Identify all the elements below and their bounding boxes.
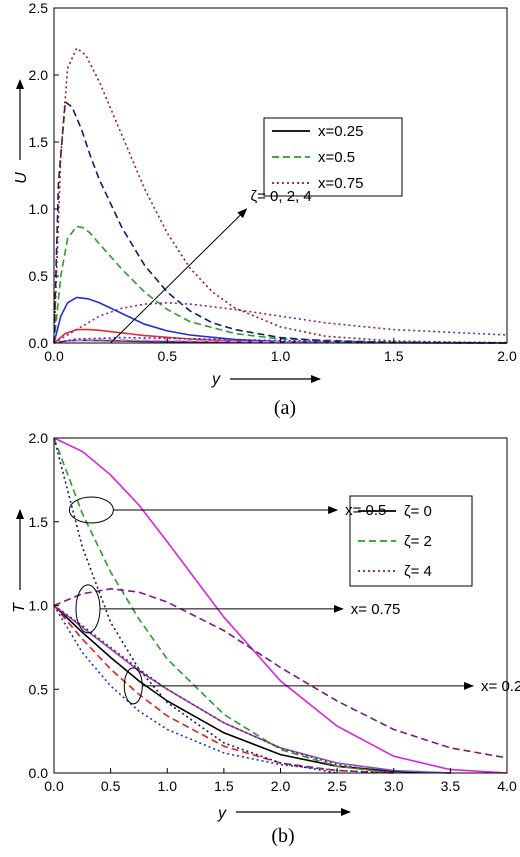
legend-label: ζ= 4 bbox=[404, 563, 432, 580]
y-tick-label: 0.0 bbox=[29, 765, 49, 781]
chart-panel-b: 0.0 0.5 1.0 1.5 2.0 2.5 3.0 3.5 4.0 0.0 0.5 1.0 1.5… bbox=[11, 430, 520, 847]
legend: ζ= 0 ζ= 2 ζ= 4 bbox=[349, 495, 473, 587]
annotation-ellipse bbox=[68, 496, 114, 524]
legend: x=0.25 x=0.5 x=0.75 bbox=[263, 117, 403, 197]
annotation: ζ= 0, 2, 4 bbox=[110, 188, 312, 344]
annotation-label: x= 0.5 bbox=[345, 502, 386, 519]
x-tick-label: 0.5 bbox=[158, 348, 178, 364]
x-axis-ticks: 0.0 0.5 1.0 1.5 2.0 2.5 3.0 3.5 4.0 bbox=[44, 768, 517, 794]
series-group bbox=[53, 46, 508, 344]
x-tick-label: 3.0 bbox=[384, 778, 404, 794]
y-tick-label: 0.0 bbox=[29, 335, 49, 351]
y-axis-ticks: 0.0 0.5 1.0 1.5 2.0 2.5 bbox=[29, 0, 59, 351]
y-tick-label: 1.0 bbox=[29, 201, 49, 217]
series-line-6 bbox=[53, 587, 508, 759]
x-tick-label: 0.0 bbox=[44, 778, 64, 794]
annotation-label: ζ= 0, 2, 4 bbox=[251, 188, 312, 205]
y-tick-label: 2.0 bbox=[29, 430, 49, 446]
series-group bbox=[53, 437, 508, 774]
x-tick-label: 1.5 bbox=[214, 778, 234, 794]
series-line-2 bbox=[53, 296, 508, 344]
series-line-9 bbox=[53, 336, 508, 344]
y-tick-label: 1.0 bbox=[29, 598, 49, 614]
y-axis-ticks: 0.0 0.5 1.0 1.5 2.0 bbox=[29, 430, 59, 781]
series-line-3 bbox=[53, 437, 508, 774]
y-tick-label: 0.5 bbox=[29, 681, 49, 697]
x-axis-label: y bbox=[211, 371, 221, 388]
annotation-ellipse bbox=[123, 667, 143, 705]
x-tick-label: 2.0 bbox=[271, 778, 291, 794]
y-tick-label: 2.0 bbox=[29, 67, 49, 83]
y-axis-label: U bbox=[13, 172, 30, 184]
y-tick-label: 0.5 bbox=[29, 268, 49, 284]
x-axis-label: y bbox=[217, 805, 227, 822]
x-tick-label: 0.5 bbox=[101, 778, 121, 794]
legend-label: x=0.5 bbox=[318, 149, 355, 166]
legend-label: x=0.25 bbox=[318, 123, 363, 140]
annotation-label: x= 0.25 bbox=[481, 678, 520, 695]
y-tick-label: 2.5 bbox=[29, 0, 49, 16]
series-line-6 bbox=[53, 100, 508, 344]
series-line-8 bbox=[53, 437, 338, 774]
y-tick-label: 1.5 bbox=[29, 514, 49, 530]
series-line-5 bbox=[53, 225, 508, 344]
series-line-7 bbox=[53, 46, 508, 344]
panel-caption: (b) bbox=[271, 825, 294, 847]
x-tick-label: 1.0 bbox=[271, 348, 291, 364]
annotation: x= 0.5 x= 0.75 x= 0.25 bbox=[68, 496, 520, 705]
series-line-5 bbox=[53, 437, 394, 774]
chart-panel-a: 0.0 0.5 1.0 1.5 2.0 0.0 0.5 1.0 1.5 2.0 2.5 x=0.2… bbox=[13, 0, 517, 419]
x-tick-label: 2.0 bbox=[497, 348, 517, 364]
y-tick-label: 1.5 bbox=[29, 134, 49, 150]
x-axis-ticks: 0.0 0.5 1.0 1.5 2.0 bbox=[44, 338, 517, 364]
x-tick-label: 1.5 bbox=[384, 348, 404, 364]
x-tick-label: 0.0 bbox=[44, 348, 64, 364]
y-axis-label: T bbox=[11, 602, 28, 613]
series-line-9 bbox=[53, 604, 394, 774]
series-line-2 bbox=[53, 604, 451, 774]
x-tick-label: 4.0 bbox=[497, 778, 517, 794]
series-line-4 bbox=[53, 604, 394, 774]
series-line-1 bbox=[53, 604, 451, 774]
x-tick-label: 1.0 bbox=[158, 778, 178, 794]
annotation-arrow bbox=[110, 208, 248, 344]
panel-caption: (a) bbox=[274, 397, 296, 419]
x-tick-label: 2.5 bbox=[327, 778, 347, 794]
x-tick-label: 3.5 bbox=[441, 778, 461, 794]
annotation-label: x= 0.75 bbox=[351, 601, 401, 618]
legend-label: x=0.75 bbox=[318, 175, 363, 192]
plot-frame bbox=[53, 437, 508, 774]
series-line-7 bbox=[53, 605, 394, 774]
legend-label: ζ= 2 bbox=[404, 533, 432, 550]
legend-label: ζ= 0 bbox=[404, 503, 432, 520]
